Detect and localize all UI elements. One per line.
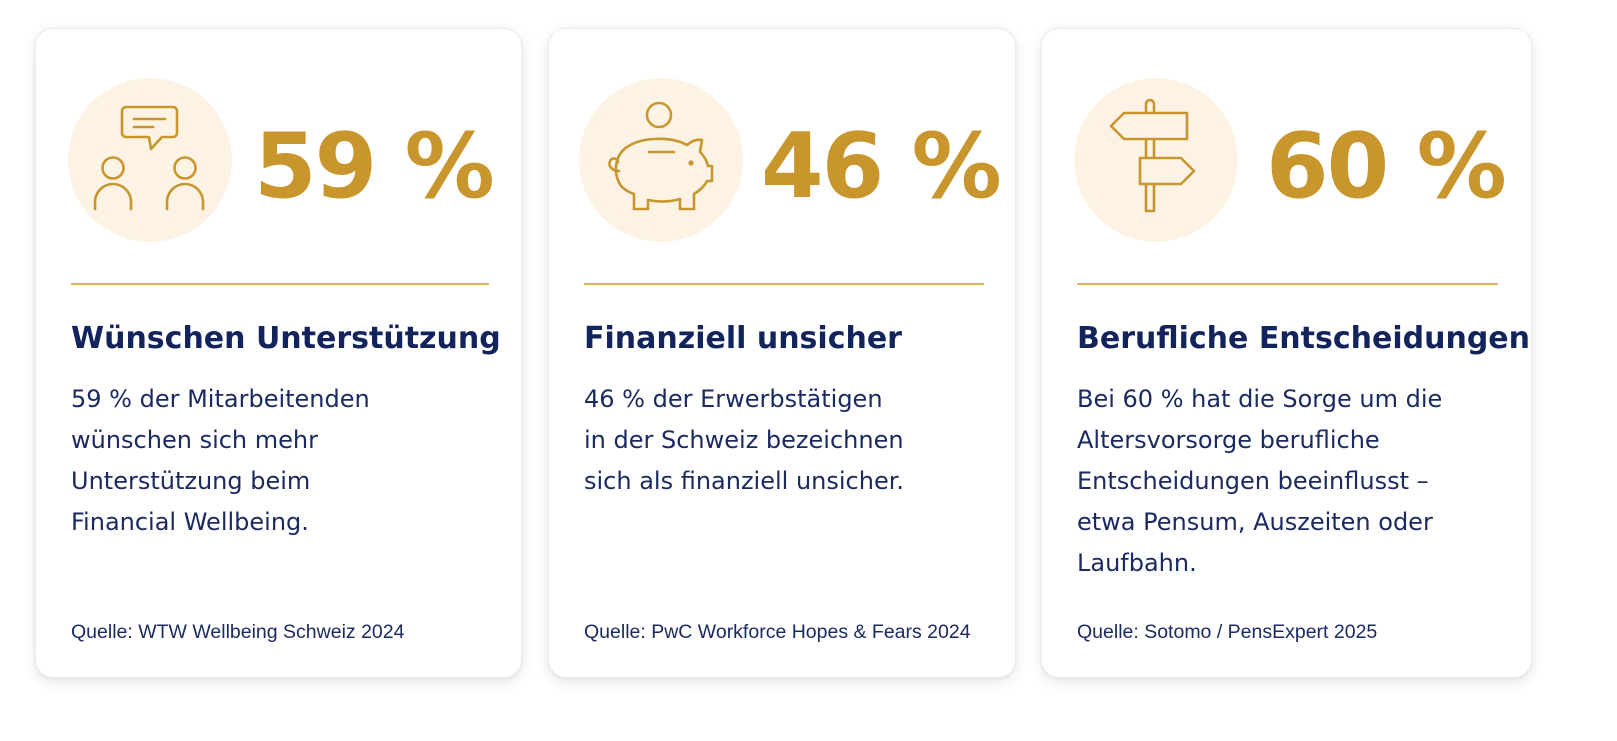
- card-body-line: Laufbahn.: [1077, 549, 1197, 577]
- card-body-line: sich als finanziell unsicher.: [584, 467, 905, 495]
- card-title: Berufliche Entscheidungen: [1077, 321, 1531, 356]
- icon-background: [579, 78, 743, 242]
- card-body-line: 59 % der Mitarbeitenden: [71, 385, 370, 413]
- card-body-line: Unterstützung beim: [71, 467, 311, 495]
- card-body-line: wünschen sich mehr: [71, 426, 318, 454]
- card-body-line: etwa Pensum, Auszeiten oder: [1077, 508, 1433, 536]
- card-body-line: Altersvorsorge berufliche: [1077, 426, 1380, 454]
- divider: [1077, 283, 1498, 285]
- source-note: Quelle: Sotomo / PensExpert 2025: [1077, 621, 1378, 643]
- stat-card-support: 59 % Wünschen Unterstützung 59 % der Mit…: [35, 28, 522, 678]
- card-body: 59 % der Mitarbeitenden wünschen sich me…: [71, 379, 370, 543]
- icon-background: [68, 78, 232, 242]
- piggy-bank-icon: [608, 101, 714, 211]
- source-note: Quelle: PwC Workforce Hopes & Fears 2024: [584, 621, 971, 643]
- signpost-icon: [1109, 98, 1196, 213]
- stat-value: 60 %: [1266, 114, 1507, 219]
- people-chat-icon: [93, 105, 205, 211]
- card-body-line: Entscheidungen beeinflusst –: [1077, 467, 1429, 495]
- stat-card-financial-insecurity: 46 % Finanziell unsicher 46 % der Erwerb…: [548, 28, 1016, 678]
- card-title: Wünschen Unterstützung: [71, 321, 501, 356]
- card-body: Bei 60 % hat die Sorge um die Altersvors…: [1077, 379, 1442, 584]
- source-note: Quelle: WTW Wellbeing Schweiz 2024: [71, 621, 405, 643]
- stat-value: 59 %: [254, 114, 495, 219]
- card-body-line: Bei 60 % hat die Sorge um die: [1077, 385, 1443, 413]
- card-body-line: 46 % der Erwerbstätigen: [584, 385, 883, 413]
- divider: [71, 283, 489, 285]
- divider: [584, 283, 984, 285]
- card-body: 46 % der Erwerbstätigen in der Schweiz b…: [584, 379, 904, 502]
- card-body-line: in der Schweiz bezeichnen: [584, 426, 904, 454]
- icon-background: [1074, 78, 1238, 242]
- card-title: Finanziell unsicher: [584, 321, 902, 356]
- stat-card-career-decisions: 60 % Berufliche Entscheidungen Bei 60 % …: [1041, 28, 1532, 678]
- card-body-line: Financial Wellbeing.: [71, 508, 309, 536]
- stat-value: 46 %: [761, 114, 1002, 219]
